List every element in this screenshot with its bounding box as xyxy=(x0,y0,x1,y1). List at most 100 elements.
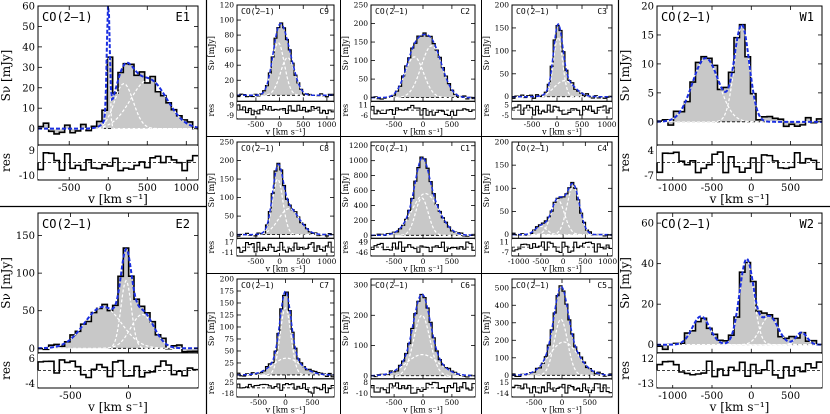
y-tick-label: 50 xyxy=(224,346,234,355)
x-tick-label: 0 xyxy=(105,183,111,194)
y-tick-label: 30 xyxy=(22,63,35,74)
spectrum-fill xyxy=(371,157,475,237)
spectrum-fill xyxy=(512,285,612,377)
y-axis-label: Sν [mJy] xyxy=(207,312,216,346)
chart-panel-c2: 0 50 100 150 200 250 -500 0 500 11 -6 Sν [mJy] res v … xyxy=(341,1,476,137)
x-tick-label: 0 xyxy=(555,120,560,129)
panel-title: CO(2–1) xyxy=(241,7,275,16)
y-tick-label: 20 xyxy=(22,83,35,94)
x-tick-label: -500 xyxy=(59,391,81,402)
x-tick-label: 500 xyxy=(445,120,460,129)
x-axis-label: v [km s⁻¹] xyxy=(265,128,306,137)
x-tick-label: 500 xyxy=(445,257,460,266)
component-gaussian-1 xyxy=(371,197,475,236)
panel-title: CO(2–1) xyxy=(516,7,550,16)
residual-tick-label: 6 xyxy=(29,354,35,365)
component-gaussian-1 xyxy=(370,56,475,99)
spectrum-fill xyxy=(237,292,334,377)
y-tick-label: 0 xyxy=(363,371,368,380)
panel-title: CO(2–1) xyxy=(241,281,275,290)
y-tick-label: 100 xyxy=(354,56,369,65)
y-tick-label: 80 xyxy=(224,31,234,40)
y-tick-label: 120 xyxy=(220,1,235,10)
x-axis-label: v [km s⁻¹] xyxy=(541,265,582,274)
y-tick-label: 0 xyxy=(363,231,368,240)
y-axis-label: Sν [mJy] xyxy=(618,50,632,102)
component-gaussian-1 xyxy=(371,314,475,377)
x-axis-label: v [km s⁻¹] xyxy=(87,192,148,206)
x-tick-label: 0 xyxy=(560,398,565,407)
residual-histogram xyxy=(236,104,334,116)
component-gaussian-1 xyxy=(512,318,612,376)
y-tick-label: 200 xyxy=(354,311,369,320)
residual-axis-label: res xyxy=(207,382,216,395)
x-tick-label: 500 xyxy=(583,398,598,407)
x-tick-label: -1000 xyxy=(658,391,687,402)
x-tick-label: 0 xyxy=(125,391,131,402)
panel-name-label: E2 xyxy=(176,217,190,231)
panel-title: CO(2–1) xyxy=(42,217,93,231)
component-gaussian-3 xyxy=(512,225,612,236)
x-tick-label: 500 xyxy=(445,398,460,407)
chart-panel-w1: 0 5 10 15 20 -1000 -500 0 500 4 -7 Sν [mJy] res v [km… xyxy=(618,2,823,206)
total-fit-line xyxy=(37,247,199,350)
y-tick-label: 0 xyxy=(504,230,509,239)
x-tick-label: 1000 xyxy=(597,120,616,129)
residual-histogram xyxy=(511,104,612,116)
x-tick-label: -500 xyxy=(524,120,541,129)
y-tick-label: 250 xyxy=(354,1,369,10)
spectrum-fill xyxy=(512,182,612,236)
y-tick-label: 100 xyxy=(495,184,510,193)
x-axis-label: v [km s⁻¹] xyxy=(265,406,306,414)
total-fit-line xyxy=(236,290,335,376)
y-tick-label: 10 xyxy=(22,104,35,115)
x-tick-label: -500 xyxy=(247,120,264,129)
panel-title: CO(2–1) xyxy=(375,144,409,153)
component-gaussian-4 xyxy=(657,331,823,346)
panel-title: CO(2–1) xyxy=(516,281,550,290)
y-tick-label: 300 xyxy=(495,318,510,327)
y-tick-label: 50 xyxy=(22,22,35,33)
y-tick-label: 50 xyxy=(22,306,35,317)
residual-tick-label: -13 xyxy=(638,379,654,390)
y-tick-label: 0 xyxy=(229,91,234,100)
y-axis-label: Sν [mJy] xyxy=(482,173,491,207)
panel-name-label: W1 xyxy=(800,10,814,24)
y-axis-label: Sν [mJy] xyxy=(207,36,216,70)
residual-tick-label: 11 xyxy=(499,237,509,246)
x-axis-label: v [km s⁻¹] xyxy=(541,406,582,414)
component-gaussian-2 xyxy=(512,80,613,98)
residual-tick-label: 17 xyxy=(224,237,234,246)
residual-tick-label: 4 xyxy=(648,146,654,157)
spectrum-fill xyxy=(512,25,612,99)
y-tick-label: 300 xyxy=(354,281,369,290)
residual-axis-label: res xyxy=(341,104,350,117)
panel-title: CO(2–1) xyxy=(661,10,712,24)
residual-tick-label: -7 xyxy=(644,171,654,182)
y-tick-label: 0 xyxy=(504,92,509,101)
y-tick-label: 0 xyxy=(648,340,654,351)
residual-tick-label: -9 xyxy=(227,111,235,120)
y-tick-label: 200 xyxy=(495,138,510,147)
y-tick-label: 100 xyxy=(495,353,510,362)
y-tick-label: 800 xyxy=(354,171,369,180)
x-axis-label: v [km s⁻¹] xyxy=(265,265,306,274)
chart-panel-c8: 0 50 100 150 200 250 -500 0 500 1000 17 -11 Sν [mJy]… xyxy=(207,138,337,274)
residual-histogram xyxy=(370,241,475,253)
panel-name-label: C8 xyxy=(319,144,329,153)
residual-tick-label: -4 xyxy=(25,379,35,390)
y-tick-label: 60 xyxy=(641,219,654,230)
x-tick-label: -500 xyxy=(386,398,403,407)
y-tick-label: 150 xyxy=(495,23,510,32)
total-fit-line xyxy=(512,182,612,236)
total-fit-line xyxy=(512,22,612,98)
chart-panel-e1: 0 10 20 30 40 50 60 -500 0 500 1000 9 -10 Sν [mJy] res… xyxy=(0,2,199,207)
x-tick-label: -500 xyxy=(58,183,80,194)
residual-tick-label: -11 xyxy=(222,248,234,257)
y-tick-label: 0 xyxy=(504,371,509,380)
y-tick-label: 500 xyxy=(495,283,510,292)
residual-axis-label: res xyxy=(341,382,350,395)
residual-tick-label: 12 xyxy=(641,354,654,365)
